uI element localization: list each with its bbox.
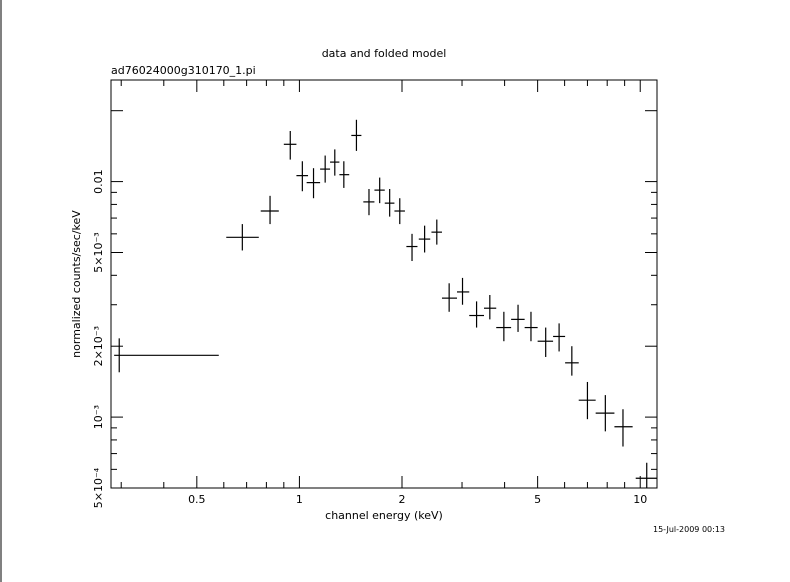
y-axis-label: normalized counts/sec/keV xyxy=(70,210,83,358)
data-point xyxy=(351,119,362,151)
x-axis-label: channel energy (keV) xyxy=(325,509,443,522)
data-point xyxy=(578,381,596,420)
plot-area xyxy=(110,79,658,489)
data-point xyxy=(339,161,350,188)
data-point xyxy=(483,294,497,320)
data-point xyxy=(406,233,418,262)
data-point xyxy=(496,311,512,342)
data-point xyxy=(431,219,442,245)
axis-ticks xyxy=(111,80,657,489)
data-point xyxy=(296,161,309,192)
y-tick-label: 10⁻³ xyxy=(92,405,105,429)
data-point xyxy=(565,346,579,376)
data-point xyxy=(524,311,538,342)
y-tick-label: 5×10⁻⁴ xyxy=(92,467,105,508)
data-point xyxy=(457,277,470,305)
data-point xyxy=(394,198,405,225)
data-point xyxy=(306,168,321,199)
x-tick-label: 1 xyxy=(296,493,303,506)
data-points xyxy=(114,119,657,488)
file-label: ad76024000g310170_1.pi xyxy=(111,64,256,77)
data-point xyxy=(260,195,279,225)
data-point xyxy=(511,304,525,332)
y-tick-label: 5×10⁻³ xyxy=(92,232,105,272)
data-point xyxy=(320,155,331,183)
x-tick-label: 5 xyxy=(534,493,541,506)
y-tick-label: 2×10⁻³ xyxy=(92,326,105,366)
data-point xyxy=(226,224,259,251)
data-point xyxy=(384,189,395,217)
x-tick-labels: 0.5 1 2 5 10 xyxy=(188,493,647,506)
data-point xyxy=(553,323,566,352)
data-point xyxy=(363,189,375,216)
data-point xyxy=(114,338,219,373)
x-tick-label: 2 xyxy=(399,493,406,506)
y-tick-label: 0.01 xyxy=(92,169,105,194)
y-tick-labels: 5×10⁻⁴ 10⁻³ 2×10⁻³ 5×10⁻³ 0.01 xyxy=(92,169,105,508)
data-point xyxy=(469,301,484,328)
chart-title: data and folded model xyxy=(322,47,447,60)
data-point xyxy=(374,177,385,204)
data-point xyxy=(330,149,340,176)
timestamp: 15-Jul-2009 00:13 xyxy=(653,525,725,534)
data-point xyxy=(441,283,458,312)
x-tick-label: 10 xyxy=(633,493,647,506)
data-point xyxy=(283,130,297,160)
data-point xyxy=(614,409,633,447)
data-point xyxy=(418,225,431,253)
x-tick-label: 0.5 xyxy=(188,493,206,506)
data-point xyxy=(595,395,615,432)
data-point xyxy=(635,462,657,488)
data-point xyxy=(537,327,554,357)
